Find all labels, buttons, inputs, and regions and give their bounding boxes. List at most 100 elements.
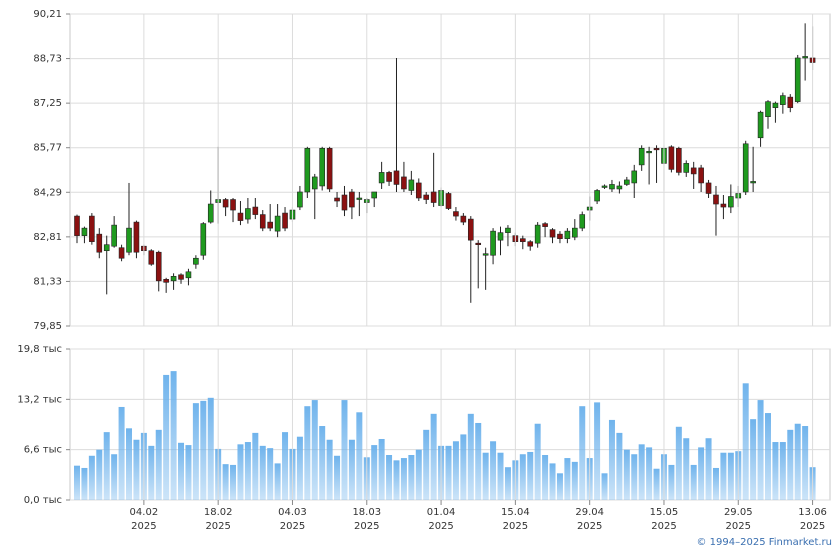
volume-bar (341, 400, 348, 500)
volume-bar (675, 426, 682, 500)
candle-body (297, 191, 303, 208)
candle-body (676, 148, 682, 173)
x-tick-year: 2025 (651, 521, 676, 532)
volume-bar (445, 445, 452, 500)
y-tick-label: 90,21 (33, 9, 62, 20)
volume-bar (579, 406, 586, 500)
candle-body (631, 170, 638, 184)
volume-bar (252, 432, 259, 500)
volume-bar (163, 374, 170, 500)
volume-bar (74, 465, 80, 500)
candle-body (282, 212, 288, 229)
volume-bar (378, 438, 385, 500)
volume-bar (757, 400, 764, 500)
candle-body (326, 148, 333, 190)
candle-body (616, 185, 623, 190)
volume-bar (542, 455, 549, 500)
candle-body (133, 221, 140, 253)
candle-body (237, 212, 244, 221)
volume-bar (690, 464, 697, 500)
y-tick-label: 87,25 (33, 98, 62, 109)
candle-body (572, 227, 578, 238)
candle-body (430, 191, 437, 203)
volume-bar (170, 371, 177, 500)
volume-bar (244, 442, 251, 500)
candle-body (772, 102, 779, 108)
volume-bar (698, 447, 705, 500)
y-tick-label: 0,0 тыс (24, 495, 62, 506)
volume-bar (319, 426, 326, 500)
volume-bar (683, 438, 690, 500)
x-tick-label: 18.02 (204, 507, 233, 518)
candle-body (401, 176, 407, 190)
candle-body (542, 223, 548, 227)
volume-bar (371, 445, 378, 500)
candle-body (118, 247, 125, 259)
volume-bar (549, 463, 556, 500)
candle-body (371, 191, 378, 199)
volume-bar (475, 422, 482, 500)
volume-bar (594, 402, 601, 500)
x-tick-year: 2025 (800, 521, 825, 532)
volume-bar (408, 455, 415, 500)
volume-bar (712, 467, 719, 500)
price-frame (69, 13, 831, 327)
x-tick-year: 2025 (205, 521, 230, 532)
candle-body (170, 276, 177, 282)
volume-bar (155, 429, 162, 500)
volume-bar (200, 400, 207, 500)
candle-body (482, 253, 489, 256)
candle-body (222, 199, 229, 208)
candle-body (638, 148, 645, 166)
volume-bar (727, 452, 734, 500)
volume-bar (400, 458, 407, 500)
candle-body (705, 182, 712, 194)
candle-body (742, 143, 749, 193)
y-tick-label: 13,2 тыс (17, 394, 62, 405)
candle-body (713, 194, 719, 205)
x-tick-year: 2025 (577, 521, 602, 532)
x-tick-year: 2025 (428, 521, 453, 532)
volume-bar (326, 439, 333, 500)
volume-bar (207, 397, 214, 500)
volume-bar (705, 438, 712, 500)
y-tick-label: 82,81 (33, 232, 62, 243)
volume-bar (764, 413, 771, 500)
volume-bar (616, 432, 623, 500)
candle-body (757, 111, 764, 139)
volume-bar (772, 442, 779, 500)
volume-bar (111, 454, 118, 500)
y-tick-label: 79,85 (33, 321, 62, 332)
volume-bar (282, 432, 289, 500)
candle-body (245, 208, 251, 220)
x-tick-label: 15.05 (650, 507, 679, 518)
candle-body (780, 95, 786, 105)
candle-body (423, 194, 430, 200)
candle-body (81, 227, 88, 236)
volume-bar (237, 444, 244, 500)
volume-bar (133, 439, 140, 500)
x-tick-year: 2025 (726, 521, 751, 532)
volume-bar (556, 473, 563, 500)
volume-bar (742, 383, 749, 500)
volume-bar (222, 464, 229, 500)
candle-body (274, 215, 281, 232)
x-tick-label: 13.06 (798, 507, 827, 518)
volume-bar (423, 429, 430, 500)
volume-bar (608, 419, 615, 500)
volume-bar (601, 473, 608, 500)
candle-body (683, 163, 690, 173)
candle-body (341, 194, 348, 211)
candle-body (579, 214, 586, 229)
candle-body (750, 181, 756, 184)
volume-bar (653, 468, 660, 500)
candle-body (378, 172, 385, 184)
volume-bar (564, 458, 571, 500)
x-tick-year: 2025 (354, 521, 379, 532)
x-tick-label: 15.04 (501, 507, 530, 518)
volume-bar (668, 464, 675, 500)
volume-bar (519, 454, 526, 500)
candle-body (646, 151, 652, 154)
candle-body (89, 215, 95, 242)
y-tick-label: 81,33 (33, 276, 62, 287)
